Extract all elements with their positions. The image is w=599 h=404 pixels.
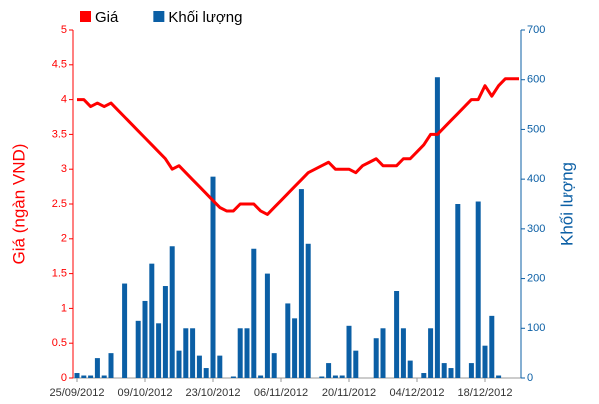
- bar: [407, 360, 413, 378]
- bar: [210, 176, 216, 378]
- bar: [244, 328, 250, 378]
- bar: [380, 328, 386, 378]
- bar: [428, 328, 434, 378]
- bar: [74, 373, 80, 378]
- bar: [441, 363, 447, 378]
- bar: [156, 323, 162, 378]
- bar: [230, 376, 236, 378]
- legend-label: Khối lượng: [168, 9, 242, 26]
- bar: [496, 375, 502, 378]
- y2-tick-label: 400: [527, 173, 545, 185]
- y2-tick-label: 300: [527, 223, 545, 235]
- bar: [237, 328, 243, 378]
- y-tick-label: 2: [61, 233, 67, 245]
- y2-tick-label: 500: [527, 123, 545, 135]
- y2-tick-label: 600: [527, 74, 545, 86]
- bar: [353, 350, 359, 378]
- x-tick-label: 09/10/2012: [117, 387, 172, 399]
- bar: [142, 300, 148, 378]
- bar: [122, 283, 128, 378]
- x-tick-label: 25/09/2012: [49, 387, 104, 399]
- bar: [346, 325, 352, 378]
- y-tick-label: 1: [61, 302, 67, 314]
- bar: [169, 246, 175, 378]
- y-tick-label: 5: [61, 24, 67, 36]
- y-tick-label: 0.5: [52, 337, 67, 349]
- bar: [489, 315, 495, 378]
- y2-axis-label: Khối lượng: [557, 162, 576, 246]
- legend-label: Giá: [95, 9, 119, 26]
- y-tick-label: 0: [61, 372, 67, 384]
- bar: [400, 328, 406, 378]
- y2-tick-label: 0: [527, 372, 533, 384]
- bar: [203, 368, 209, 378]
- bar: [217, 355, 223, 378]
- bar: [251, 248, 257, 378]
- bar: [183, 328, 189, 378]
- bar: [176, 350, 182, 378]
- price-line: [77, 77, 519, 216]
- bar: [264, 273, 270, 378]
- bar: [455, 204, 461, 378]
- x-tick-label: 18/12/2012: [457, 387, 512, 399]
- y-tick-label: 4: [61, 94, 67, 106]
- bar: [373, 338, 379, 378]
- y-axis-label: Giá (ngàn VND): [9, 144, 28, 265]
- bar: [108, 353, 114, 378]
- y2-tick-label: 700: [527, 24, 545, 36]
- bar: [196, 355, 202, 378]
- bar: [162, 286, 168, 378]
- y2-tick-label: 100: [527, 322, 545, 334]
- bar: [101, 375, 107, 378]
- bar: [332, 375, 338, 378]
- bar: [258, 375, 264, 378]
- bar: [339, 375, 345, 378]
- y-tick-label: 1.5: [52, 268, 67, 280]
- y-tick-label: 3.5: [52, 128, 67, 140]
- bar: [88, 375, 94, 378]
- bar: [448, 368, 454, 378]
- y-tick-label: 4.5: [52, 59, 67, 71]
- bar: [190, 328, 196, 378]
- bar: [475, 201, 481, 378]
- x-tick-label: 04/12/2012: [389, 387, 444, 399]
- y2-tick-label: 200: [527, 272, 545, 284]
- x-tick-label: 20/11/2012: [322, 387, 376, 399]
- bar: [135, 320, 141, 378]
- y-tick-label: 2.5: [52, 198, 67, 210]
- bar: [285, 303, 291, 378]
- bar: [434, 77, 440, 378]
- bar: [482, 345, 488, 378]
- x-tick-label: 23/10/2012: [185, 387, 240, 399]
- legend-swatch: [80, 11, 91, 22]
- bar: [81, 375, 87, 378]
- bar: [149, 263, 155, 378]
- bar: [292, 318, 298, 378]
- bar: [468, 363, 474, 378]
- bar: [305, 243, 311, 378]
- legend-swatch: [153, 11, 165, 22]
- bar: [421, 373, 427, 378]
- bar: [326, 363, 332, 378]
- bar: [319, 376, 325, 378]
- bar: [298, 189, 304, 378]
- bar: [94, 358, 100, 378]
- bar: [394, 291, 400, 378]
- x-tick-label: 06/11/2012: [254, 387, 308, 399]
- y-tick-label: 3: [61, 163, 67, 175]
- bar: [271, 353, 277, 378]
